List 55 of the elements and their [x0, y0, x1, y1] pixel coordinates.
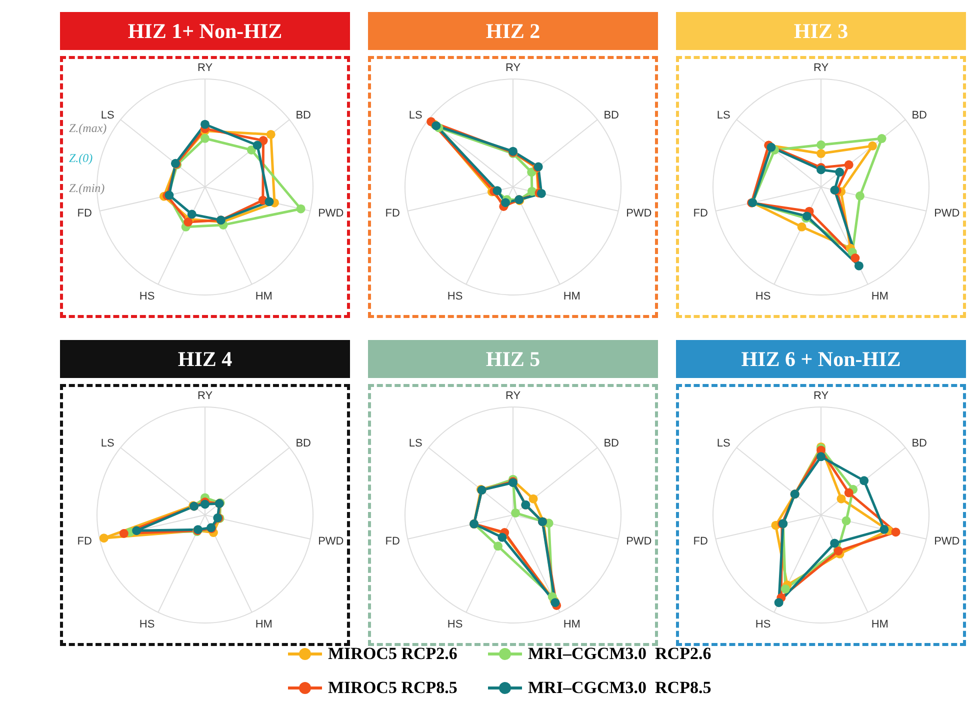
legend-label: MRI–CGCM3.0 RCP8.5 — [528, 678, 712, 698]
spoke-label: HS — [447, 290, 463, 302]
legend-label: MIROC5 RCP2.6 — [328, 644, 458, 664]
chart-title: HIZ 2 — [368, 12, 658, 50]
spoke-label: PWD — [934, 536, 960, 548]
spoke-label: HS — [755, 618, 771, 630]
spoke-label: HS — [139, 618, 155, 630]
spoke-label: BD — [604, 438, 620, 450]
spoke-label: LS — [408, 438, 422, 450]
spoke-label: RY — [813, 390, 830, 402]
text: Z.(max) — [69, 121, 107, 136]
spoke-label: PWD — [626, 536, 652, 548]
spoke-label: RY — [197, 62, 214, 74]
spoke-label: PWD — [626, 208, 652, 220]
chart-title: HIZ 5 — [368, 340, 658, 378]
spoke-label: HM — [563, 290, 580, 302]
spoke-label: HS — [139, 290, 155, 302]
spoke-label: LS — [100, 438, 114, 450]
chart-title: HIZ 4 — [60, 340, 350, 378]
spoke-label: HM — [255, 290, 272, 302]
spoke-label: HM — [871, 618, 888, 630]
spoke-label: HM — [255, 618, 272, 630]
spoke-label: RY — [813, 62, 830, 74]
spoke-label: BD — [296, 110, 312, 122]
spoke-label: BD — [296, 438, 312, 450]
chart-title: HIZ 3 — [676, 12, 966, 50]
spoke-label: BD — [912, 110, 928, 122]
spoke-label: RY — [505, 390, 522, 402]
text: Z.(min) — [69, 181, 105, 196]
text: Z.(0) — [69, 151, 93, 166]
chart-title: HIZ 1+ Non-HIZ — [60, 12, 350, 50]
spoke-label: RY — [505, 62, 522, 74]
spoke-label: FD — [77, 536, 92, 548]
spoke-label: PWD — [318, 536, 344, 548]
spoke-label: HM — [871, 290, 888, 302]
spoke-label: FD — [385, 208, 400, 220]
spoke-label: FD — [693, 208, 708, 220]
spoke-label: RY — [197, 390, 214, 402]
spoke-label: LS — [716, 110, 730, 122]
spoke-label: PWD — [934, 208, 960, 220]
spoke-label: FD — [385, 536, 400, 548]
spoke-label: HM — [563, 618, 580, 630]
spoke-label: HS — [755, 290, 771, 302]
spoke-label: PWD — [318, 208, 344, 220]
chart-title: HIZ 6 + Non-HIZ — [676, 340, 966, 378]
spoke-label: BD — [604, 110, 620, 122]
legend-label: MRI–CGCM3.0 RCP2.6 — [528, 644, 712, 664]
spoke-label: LS — [100, 110, 114, 122]
spoke-label: LS — [716, 438, 730, 450]
spoke-label: BD — [912, 438, 928, 450]
spoke-label: FD — [77, 208, 92, 220]
spoke-label: HS — [447, 618, 463, 630]
legend-label: MIROC5 RCP8.5 — [328, 678, 458, 698]
spoke-label: FD — [693, 536, 708, 548]
spoke-label: LS — [408, 110, 422, 122]
